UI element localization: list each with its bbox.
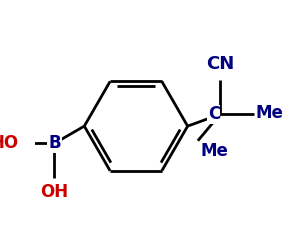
Text: Me: Me: [201, 142, 228, 160]
Text: CN: CN: [206, 55, 234, 73]
Text: Me: Me: [256, 104, 284, 122]
Text: B: B: [48, 134, 61, 152]
Text: C: C: [208, 105, 220, 123]
Text: HO: HO: [0, 134, 19, 152]
Text: OH: OH: [40, 183, 68, 201]
